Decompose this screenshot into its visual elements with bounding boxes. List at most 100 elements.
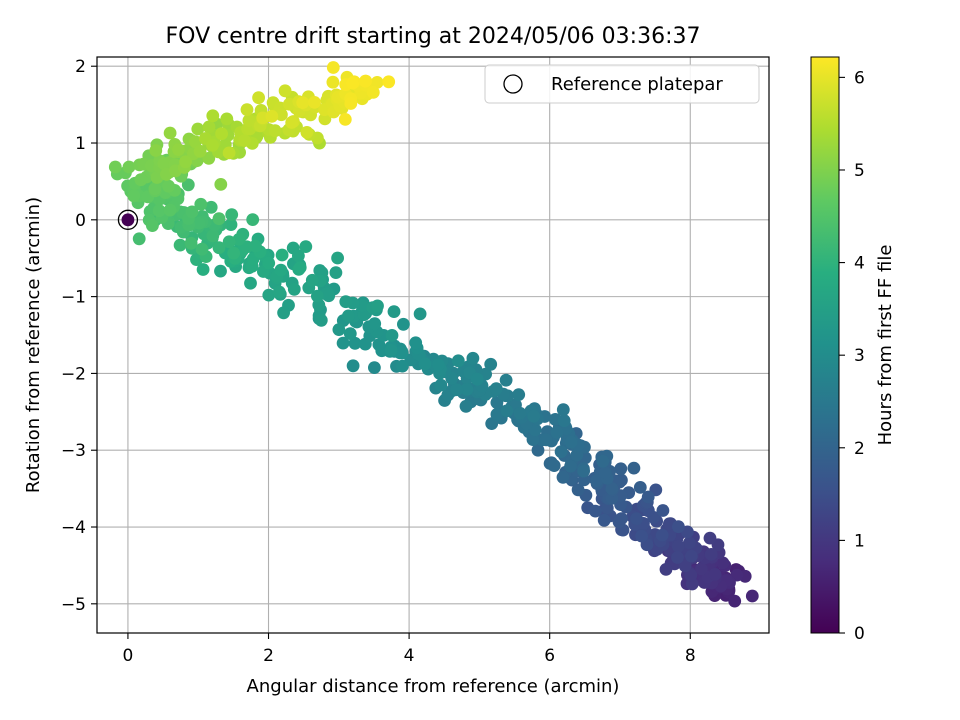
data-point: [108, 160, 122, 174]
data-point: [385, 329, 399, 342]
data-point: [157, 157, 171, 170]
data-point: [331, 251, 344, 265]
data-point: [192, 216, 206, 230]
data-point: [708, 568, 722, 581]
data-point: [564, 435, 578, 449]
data-point: [557, 414, 571, 428]
data-point: [122, 160, 136, 174]
data-point: [531, 443, 545, 457]
colorbar-tick-label: 0: [854, 624, 865, 644]
y-tick-label: 2: [75, 57, 86, 77]
data-point: [547, 459, 561, 472]
y-tick-label: 0: [75, 211, 86, 231]
colorbar-tick-label: 4: [854, 254, 865, 274]
data-point: [627, 461, 641, 475]
x-tick-label: 2: [263, 646, 274, 666]
data-point: [344, 97, 358, 110]
data-point: [745, 589, 759, 603]
colorbar-tick-label: 6: [854, 68, 865, 88]
data-point: [550, 425, 564, 439]
data-point: [274, 263, 288, 277]
data-point: [181, 178, 195, 192]
x-axis: 0 2 4 6 8: [123, 633, 696, 666]
data-point: [678, 559, 692, 573]
data-point: [305, 273, 319, 287]
data-point: [450, 383, 464, 397]
data-point: [262, 256, 276, 270]
data-point: [163, 126, 177, 140]
y-tick-label: −3: [61, 441, 86, 461]
data-point: [409, 336, 423, 350]
data-point: [293, 261, 307, 274]
data-point: [684, 568, 698, 582]
data-point: [526, 433, 540, 446]
data-point: [418, 357, 432, 371]
data-point: [655, 528, 669, 542]
data-point: [326, 61, 340, 74]
data-point: [163, 203, 177, 217]
data-point: [500, 404, 514, 418]
data-point: [285, 116, 299, 129]
data-point: [556, 403, 570, 417]
data-point: [343, 327, 357, 340]
data-point: [513, 406, 527, 420]
data-point: [318, 112, 332, 126]
x-tick-label: 4: [404, 646, 415, 666]
colorbar-tick-label: 5: [854, 161, 865, 181]
data-point: [470, 372, 484, 386]
legend-box: [484, 64, 760, 104]
data-point: [149, 144, 163, 157]
data-point: [322, 289, 336, 303]
data-point: [222, 146, 236, 160]
reference-point: [121, 213, 135, 227]
data-point: [227, 246, 241, 260]
data-point: [704, 548, 718, 561]
data-point: [633, 481, 647, 494]
data-point: [614, 462, 628, 476]
data-point: [600, 501, 614, 515]
x-tick-label: 8: [685, 646, 696, 666]
reference-ring: [117, 209, 139, 230]
data-point: [685, 549, 698, 563]
data-point: [342, 309, 355, 323]
data-point: [395, 346, 409, 360]
data-point: [202, 120, 216, 134]
data-point: [484, 357, 498, 371]
data-point: [368, 361, 381, 374]
data-point: [311, 289, 324, 303]
data-point: [326, 75, 340, 89]
data-point: [314, 313, 328, 327]
data-point: [338, 113, 352, 126]
data-point: [459, 399, 473, 413]
data-point: [346, 76, 359, 90]
data-point: [238, 134, 251, 148]
y-tick-label: −2: [61, 364, 86, 384]
data-point: [214, 178, 228, 191]
data-point: [132, 232, 146, 246]
data-point: [671, 551, 684, 564]
data-point: [193, 144, 207, 158]
data-point: [287, 282, 301, 296]
data-point: [173, 238, 187, 252]
data-point: [339, 295, 353, 309]
data-point: [630, 512, 643, 526]
data-point: [451, 354, 465, 368]
data-point: [206, 229, 220, 243]
data-point: [368, 317, 382, 330]
data-point: [196, 263, 210, 276]
data-point: [382, 75, 396, 89]
data-point: [460, 382, 474, 396]
data-point: [184, 236, 198, 250]
data-point: [466, 351, 480, 365]
plot-area: [96, 56, 770, 634]
data-point: [232, 233, 246, 246]
data-point: [512, 388, 526, 401]
data-point: [396, 359, 409, 373]
y-tick-label: −5: [61, 595, 86, 615]
data-point: [206, 139, 219, 152]
data-point: [716, 556, 730, 570]
data-point: [262, 288, 276, 302]
data-point: [656, 504, 670, 517]
grid: [97, 57, 769, 633]
y-axis: −5 −4 −3 −2 −1 0 1 2: [61, 57, 97, 615]
